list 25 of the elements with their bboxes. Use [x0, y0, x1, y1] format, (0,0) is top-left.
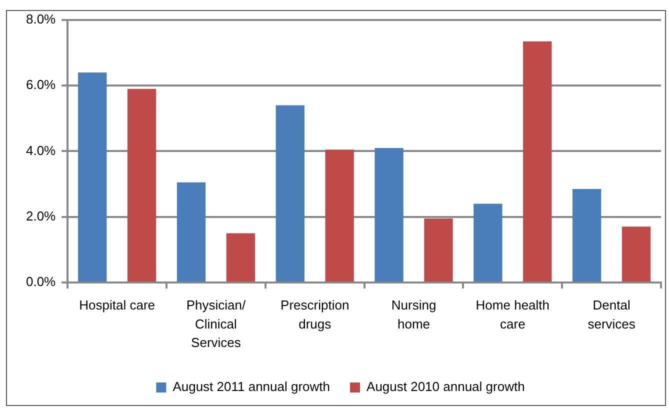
y-tick-label: 0.0%: [26, 274, 56, 290]
bar: [276, 105, 304, 282]
bar: [78, 72, 107, 282]
bar: [325, 150, 354, 282]
y-tick-label: 2.0%: [26, 208, 56, 224]
bar: [523, 41, 552, 282]
bar: [127, 88, 156, 282]
x-tick-label: Dental services: [588, 297, 636, 332]
bar: [374, 148, 404, 282]
x-tick-label: Physician/ Clinical Services: [186, 297, 246, 350]
x-tick-label: Home health care: [476, 297, 550, 332]
y-tick-label: 6.0%: [26, 77, 56, 92]
x-tick-label: Hospital care: [79, 297, 156, 312]
legend-label: August 2010 annual growth: [366, 379, 525, 394]
bar: [226, 233, 256, 282]
bar: [572, 188, 602, 282]
bar: [622, 226, 651, 282]
y-tick-label: 4.0%: [26, 142, 56, 158]
legend-label: August 2011 annual growth: [172, 379, 330, 394]
x-tick-label: Prescription drugs: [280, 297, 350, 332]
bar: [176, 182, 206, 282]
x-tick-label: Nursing home: [391, 297, 436, 332]
bar: [474, 204, 502, 282]
y-tick-label: 8.0%: [26, 12, 56, 27]
bar: [424, 218, 453, 282]
